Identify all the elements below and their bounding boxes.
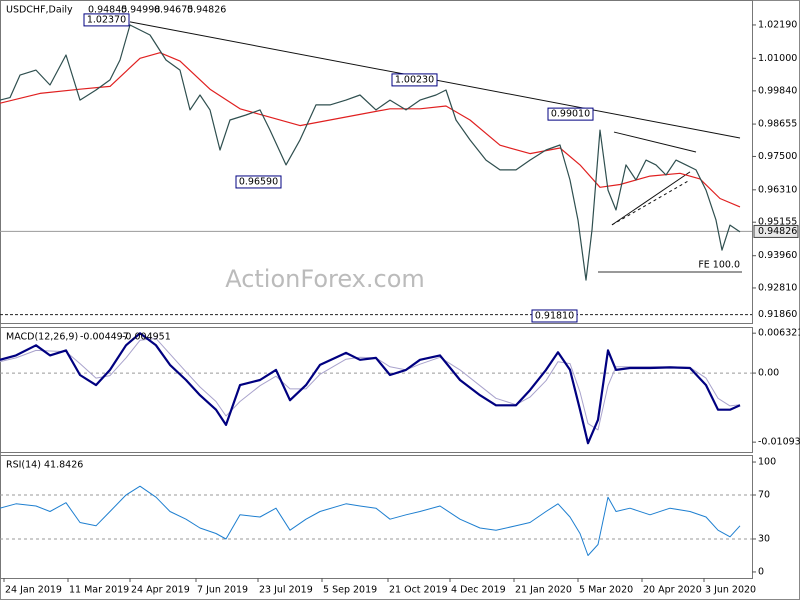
level-label: 0.94826 [758, 226, 797, 237]
readout-value: 0.94826 [187, 5, 226, 16]
y-tick-label: 30 [758, 533, 770, 544]
watermark: ActionForex.com [225, 265, 425, 293]
annotation-label: 1.00230 [395, 74, 434, 85]
y-tick-label: 70 [758, 490, 770, 501]
x-tick-label: 3 Jun 2020 [705, 585, 756, 596]
annotation-box [531, 309, 578, 323]
annotation-label: 0.96590 [239, 176, 278, 187]
y-tick-label: 0.96310 [758, 184, 797, 195]
series-line [0, 24, 741, 281]
x-tick-label: 21 Oct 2019 [389, 585, 448, 596]
trendline [611, 171, 691, 226]
x-tick-label: 23 Jul 2019 [259, 585, 313, 596]
x-tick-label: 24 Apr 2019 [131, 585, 190, 596]
y-tick-label: 0.99840 [758, 85, 797, 96]
y-tick-label: 0.93960 [758, 250, 797, 261]
x-tick-label: 5 Mar 2020 [579, 585, 633, 596]
x-tick-label: 11 Mar 2019 [69, 585, 129, 596]
series-line [0, 485, 741, 556]
trendline [611, 179, 691, 226]
panel-border [0, 455, 753, 579]
x-tick-label: 24 Jan 2019 [5, 585, 62, 596]
annotation-box [547, 107, 594, 121]
level-label: 0.91860 [758, 309, 797, 320]
y-tick-label: 1.02190 [758, 19, 797, 30]
y-tick-label: 0.95155 [758, 217, 797, 228]
y-tick-label: 0.97500 [758, 151, 797, 162]
annotation-box [391, 73, 438, 87]
readout-value: 0.94675 [154, 5, 193, 16]
x-tick-label: 5 Sep 2019 [323, 585, 377, 596]
y-tick-label: 0.00 [758, 368, 779, 379]
readout-value: -0.004951 [122, 332, 171, 343]
panel-border [0, 0, 753, 324]
y-tick-label: 100 [758, 457, 776, 468]
panel-title: USDCHF,Daily [6, 5, 73, 16]
panel-border [0, 327, 753, 453]
annotation-box [235, 175, 282, 189]
fe-label: FE 100.0 [698, 259, 740, 270]
y-tick-label: 1.01000 [758, 53, 797, 64]
trendline [613, 131, 697, 153]
x-tick-label: 20 Apr 2020 [643, 585, 702, 596]
annotation-label: 0.91810 [535, 310, 574, 321]
annotation-label: 1.02370 [87, 14, 126, 25]
x-tick-label: 4 Dec 2019 [451, 585, 506, 596]
series-line [0, 337, 741, 431]
readout-value: -0.004497 [80, 332, 129, 343]
level-label-box [753, 224, 799, 238]
y-tick-label: 0 [758, 566, 764, 577]
y-tick-label: 0.98655 [758, 119, 797, 130]
annotation-label: 0.99010 [551, 109, 590, 120]
annotation-box [83, 13, 130, 27]
readout-value: 0.94998 [121, 5, 160, 16]
series-line [0, 332, 741, 445]
readout-value: 41.8426 [44, 460, 83, 471]
readout-value: 0.94845 [88, 5, 127, 16]
panel-title: MACD(12,26,9) [6, 332, 78, 343]
panel-title: RSI(14) [6, 460, 41, 471]
y-tick-label: 0.006321 [758, 328, 800, 339]
y-tick-label: -0.010939 [758, 437, 800, 448]
y-tick-label: 0.92810 [758, 282, 797, 293]
x-tick-label: 7 Jun 2019 [197, 585, 248, 596]
x-tick-label: 21 Jan 2020 [515, 585, 572, 596]
